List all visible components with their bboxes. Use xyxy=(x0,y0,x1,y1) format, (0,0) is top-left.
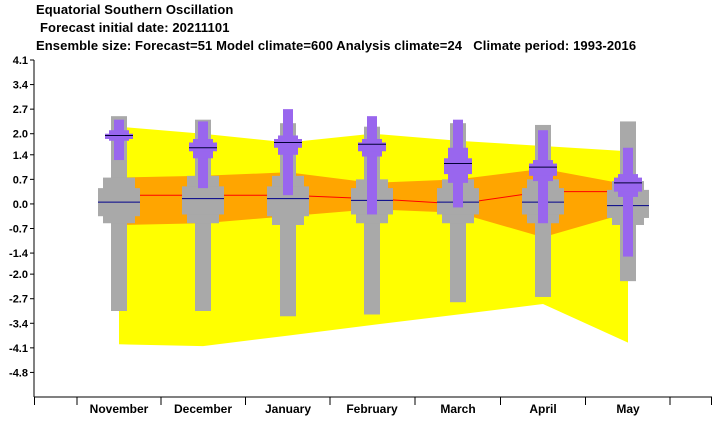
y-tick-label: 2.0 xyxy=(13,129,28,141)
y-tick-label: -1.4 xyxy=(9,248,29,260)
y-tick-label: 4.1 xyxy=(13,55,28,67)
chart-title: Equatorial Southern Oscillation xyxy=(36,2,234,17)
y-tick-label: -2.0 xyxy=(9,269,28,281)
x-tick-label: March xyxy=(440,402,475,416)
forecast-initial-date: Forecast initial date: 20211101 xyxy=(40,20,230,35)
x-tick-label: December xyxy=(174,402,232,416)
y-tick-label: 2.7 xyxy=(13,104,28,116)
y-tick-label: 0.0 xyxy=(13,199,28,211)
x-tick-label: February xyxy=(346,402,398,416)
ensemble-info: Ensemble size: Forecast=51 Model climate… xyxy=(36,38,637,53)
y-tick-label: -2.7 xyxy=(9,294,28,306)
boxplot-layer xyxy=(98,109,649,317)
axes-layer: 4.1 3.4 2.7 2.0 1.4 0.7 0.0 -0.7 -1.4 -2.0 -2.7 -3.… xyxy=(9,55,712,416)
model-box-inner xyxy=(182,186,224,215)
y-tick-label: -3.4 xyxy=(9,318,29,330)
forecast-box-inner xyxy=(189,142,217,152)
forecast-box-inner xyxy=(444,158,472,175)
y-tick-label: 3.4 xyxy=(13,80,29,92)
forecast-box-inner xyxy=(274,138,302,148)
x-tick-label: November xyxy=(90,402,149,416)
y-tick-label: 1.4 xyxy=(13,150,29,162)
y-tick-label: -0.7 xyxy=(9,224,28,236)
forecast-whisker xyxy=(623,147,633,257)
x-tick-label: January xyxy=(265,402,311,416)
y-tick-label: -4.8 xyxy=(9,367,28,379)
forecast-box-inner xyxy=(105,133,133,139)
forecast-box-inner xyxy=(529,163,557,176)
y-tick-label: 0.7 xyxy=(13,174,28,186)
forecast-box-inner xyxy=(614,177,642,192)
forecast-whisker xyxy=(367,116,377,215)
x-tick-label: April xyxy=(529,402,556,416)
forecast-box-inner xyxy=(358,142,386,152)
y-tick-label: -4.1 xyxy=(9,343,28,355)
x-tick-label: May xyxy=(616,402,640,416)
